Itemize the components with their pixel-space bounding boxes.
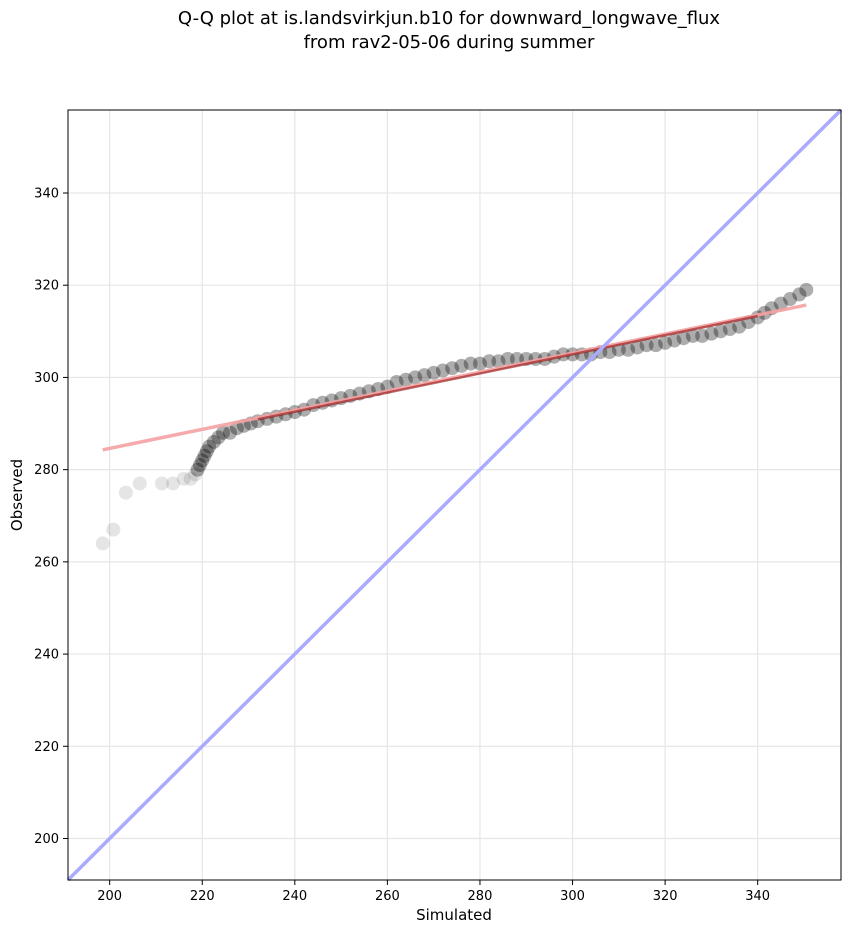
- quantile-point: [389, 375, 404, 390]
- quantile-point: [722, 322, 737, 337]
- quantile-point: [206, 434, 221, 449]
- quantile-point: [732, 319, 747, 334]
- quantile-point: [472, 356, 487, 371]
- quantile-point: [621, 342, 636, 357]
- regression-fit-line-overlap: [257, 314, 758, 421]
- x-axis-label: Simulated: [416, 906, 492, 924]
- quantile-point: [223, 425, 238, 440]
- quantile-point: [500, 351, 515, 366]
- y-tick-label: 200: [34, 832, 59, 847]
- quantile-point: [463, 356, 478, 371]
- quantile-point: [426, 365, 441, 380]
- quantile-point: [188, 467, 203, 482]
- y-tick-label: 340: [34, 186, 59, 201]
- x-tick-label: 260: [375, 889, 400, 904]
- chart-title-line-1: Q-Q plot at is.landsvirkjun.b10 for down…: [178, 8, 721, 29]
- quantile-point: [773, 296, 788, 311]
- plot-area-frame: [67, 109, 842, 881]
- chart-title-line-2: from rav2-05-06 during summer: [304, 32, 595, 53]
- quantile-point: [648, 338, 663, 353]
- quantile-point: [408, 370, 423, 385]
- quantile-point: [211, 430, 226, 445]
- quantile-point: [658, 335, 673, 350]
- quantile-point: [676, 331, 691, 346]
- quantile-point: [95, 536, 110, 551]
- quantile-point: [197, 448, 212, 463]
- quantile-point: [713, 324, 728, 339]
- identity-line: [66, 108, 843, 882]
- quantile-point: [435, 363, 450, 378]
- y-axis-ticks: 200 220 240 260 280 300 320 340: [34, 186, 68, 847]
- quantile-point: [190, 462, 205, 477]
- quantile-point: [799, 282, 814, 297]
- quantile-point: [176, 471, 191, 486]
- quantile-point: [630, 340, 645, 355]
- quantile-point: [106, 522, 121, 537]
- quantile-point: [792, 287, 807, 302]
- x-tick-label: 280: [468, 889, 493, 904]
- quantile-point: [491, 354, 506, 369]
- x-axis-ticks: 200 220 240 260 280 300 320 340: [97, 880, 770, 904]
- quantile-point: [166, 476, 181, 491]
- reference-lines: [66, 108, 843, 882]
- x-tick-label: 200: [97, 889, 122, 904]
- quantile-point: [216, 425, 231, 440]
- quantile-point: [454, 358, 469, 373]
- y-tick-label: 280: [34, 463, 59, 478]
- quantile-point: [199, 444, 214, 459]
- x-tick-label: 320: [653, 889, 678, 904]
- quantile-point: [192, 458, 207, 473]
- quantile-point: [704, 326, 719, 341]
- x-tick-label: 300: [560, 889, 585, 904]
- quantile-point: [482, 354, 497, 369]
- y-axis-label: Observed: [8, 459, 26, 531]
- quantile-point: [154, 476, 169, 491]
- quantile-point: [695, 328, 710, 343]
- y-tick-label: 300: [34, 371, 59, 386]
- quantile-point: [202, 439, 217, 454]
- quantile-point: [118, 485, 133, 500]
- y-tick-label: 260: [34, 555, 59, 570]
- y-tick-label: 240: [34, 648, 59, 663]
- quantile-point: [417, 368, 432, 383]
- quantile-point: [132, 476, 147, 491]
- x-tick-label: 340: [745, 889, 770, 904]
- quantile-point: [398, 372, 413, 387]
- quantile-point: [667, 333, 682, 348]
- quantile-point: [783, 292, 798, 307]
- quantile-point: [639, 338, 654, 353]
- x-tick-label: 240: [282, 889, 307, 904]
- y-tick-label: 320: [34, 279, 59, 294]
- x-tick-label: 220: [190, 889, 215, 904]
- quantile-point: [445, 361, 460, 376]
- quantile-points: [95, 282, 814, 551]
- y-tick-label: 220: [34, 740, 59, 755]
- quantile-point: [195, 453, 210, 468]
- quantile-point: [685, 328, 700, 343]
- quantile-point: [183, 471, 198, 486]
